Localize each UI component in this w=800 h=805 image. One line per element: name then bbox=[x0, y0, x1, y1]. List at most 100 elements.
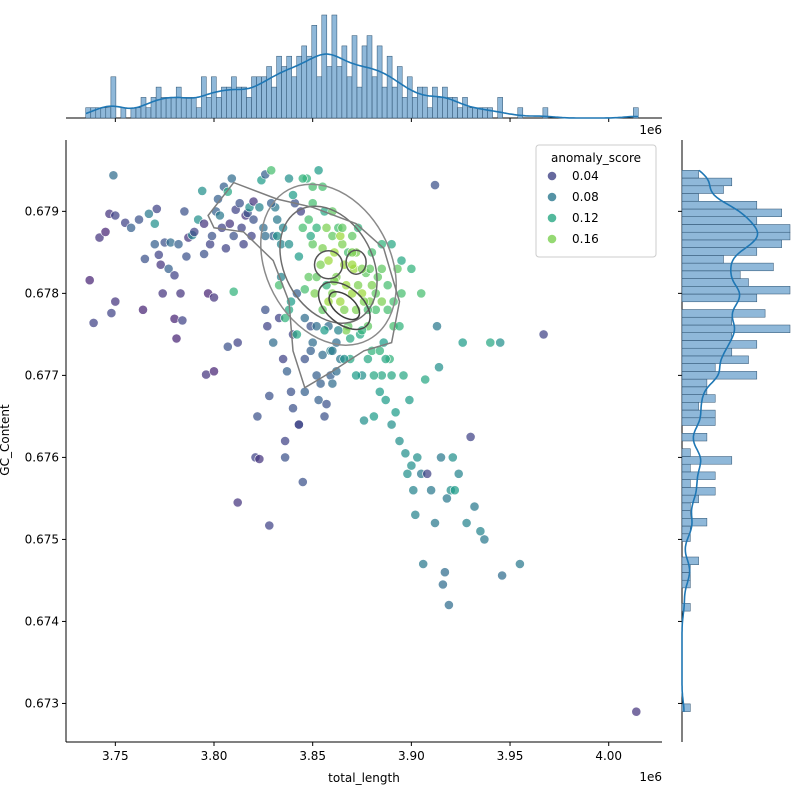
scatter-point bbox=[149, 218, 160, 229]
scatter-point bbox=[394, 321, 405, 332]
scatter-point bbox=[268, 337, 279, 348]
scatter-point bbox=[515, 559, 525, 569]
marginal-x-bar bbox=[371, 76, 378, 119]
scatter-point bbox=[347, 231, 358, 241]
scatter-point bbox=[299, 284, 310, 295]
legend-marker bbox=[547, 234, 557, 244]
scatter-point bbox=[260, 304, 271, 315]
marginal-y-bar bbox=[681, 262, 774, 272]
marginal-y-bar bbox=[681, 502, 691, 511]
y-axis-label: GC_Content bbox=[0, 404, 12, 476]
scatter-point bbox=[380, 395, 391, 405]
marginal-y-bar bbox=[681, 201, 758, 210]
marginal-x-bar bbox=[386, 55, 393, 119]
scatter-point bbox=[315, 259, 326, 270]
x-tick-label: 3.80 bbox=[201, 749, 228, 763]
marginal-y-bar bbox=[681, 556, 699, 565]
scatter-point bbox=[248, 196, 259, 207]
legend-entry-label: 0.16 bbox=[572, 232, 599, 246]
marginal-x-bar bbox=[321, 14, 328, 119]
scatter-point bbox=[631, 706, 642, 717]
scatter-point bbox=[382, 280, 393, 291]
kde-contour bbox=[345, 249, 367, 275]
x-tick-label: 3.75 bbox=[102, 749, 129, 763]
scatter-point bbox=[179, 206, 190, 217]
x-tick-label: 4.00 bbox=[595, 749, 622, 763]
scatter-point bbox=[278, 354, 288, 364]
scatter-point bbox=[288, 190, 298, 200]
scatter-point bbox=[434, 362, 444, 373]
marginal-x-bar bbox=[381, 86, 388, 119]
scatter-point bbox=[214, 210, 225, 221]
scatter-point bbox=[108, 170, 119, 181]
scatter-point bbox=[205, 239, 215, 250]
marginal-y-bar bbox=[681, 525, 691, 535]
scatter-point bbox=[299, 386, 310, 397]
scatter-point bbox=[238, 239, 249, 250]
x-axis-label: total_length bbox=[328, 771, 400, 785]
marginal-x-bar bbox=[155, 86, 162, 119]
marginal-y-bar bbox=[681, 518, 708, 527]
scatter-point bbox=[272, 214, 283, 225]
scatter-point bbox=[449, 485, 460, 496]
scatter-point bbox=[386, 370, 397, 381]
legend-marker bbox=[547, 213, 557, 223]
marginal-x-bar bbox=[351, 35, 358, 119]
scatter-point bbox=[293, 419, 304, 430]
marginal-y-bar bbox=[681, 603, 691, 612]
scatter-point bbox=[439, 567, 450, 578]
scatter-point bbox=[134, 214, 144, 225]
marginal-y-bar bbox=[681, 340, 758, 349]
scatter-point bbox=[234, 198, 245, 209]
legend-entry-label: 0.08 bbox=[572, 190, 599, 204]
marginal-x-bar bbox=[417, 86, 423, 119]
scatter-point bbox=[404, 395, 415, 405]
marginal-x-bar bbox=[422, 86, 428, 119]
legend-frame bbox=[535, 144, 657, 258]
marginal-x-bar bbox=[467, 107, 473, 119]
marginal-x-bar bbox=[170, 97, 177, 119]
scatter-point bbox=[311, 272, 322, 282]
marginal-x-bar bbox=[291, 76, 297, 119]
scatter-point bbox=[288, 403, 298, 414]
marginal-y-bar bbox=[681, 224, 791, 233]
marginal-x-bar bbox=[281, 66, 287, 119]
scatter-point bbox=[374, 386, 385, 397]
scatter-point bbox=[337, 239, 348, 250]
scatter-point bbox=[299, 313, 310, 323]
axes: 3.75 3.80 3.85 3.90 3.95 4.00 0.673 0.674 0.675 0… bbox=[25, 140, 662, 763]
scatter-points bbox=[84, 165, 642, 717]
marginal-y-bar bbox=[681, 293, 758, 303]
scatter-point bbox=[430, 180, 440, 190]
marginal-y-bar bbox=[681, 456, 733, 465]
scatter-point bbox=[347, 259, 358, 270]
scatter-point bbox=[311, 321, 322, 332]
scatter-point bbox=[157, 288, 168, 299]
marginal-x-bar bbox=[406, 76, 413, 119]
marginal-y-bar bbox=[681, 479, 691, 488]
scatter-point bbox=[248, 214, 259, 225]
scatter-point bbox=[368, 411, 379, 422]
marginal-y-bar bbox=[681, 193, 699, 202]
scatter-point bbox=[362, 354, 373, 364]
scatter-point bbox=[394, 436, 405, 446]
scatter-point bbox=[380, 354, 391, 364]
marginal-y-bar bbox=[681, 208, 782, 217]
marginal-x-bar bbox=[361, 45, 368, 119]
scatter-point bbox=[209, 292, 219, 303]
scatter-point bbox=[280, 436, 290, 446]
scatter-point bbox=[309, 288, 320, 299]
marginal-x-bar bbox=[331, 14, 338, 119]
scatter-point bbox=[323, 255, 334, 266]
marginal-x-bar bbox=[366, 35, 373, 119]
marginal-y-bar bbox=[681, 170, 699, 179]
scatter-point bbox=[327, 345, 338, 356]
marginal-y-bar bbox=[681, 355, 749, 364]
marginal-x-bar bbox=[120, 107, 127, 119]
marginal-x-bar bbox=[457, 107, 463, 119]
scatter-point bbox=[177, 315, 188, 326]
marginal-y-bar bbox=[681, 324, 791, 333]
marginal-x-bar bbox=[311, 25, 318, 119]
marginal-x-bar bbox=[336, 66, 343, 119]
